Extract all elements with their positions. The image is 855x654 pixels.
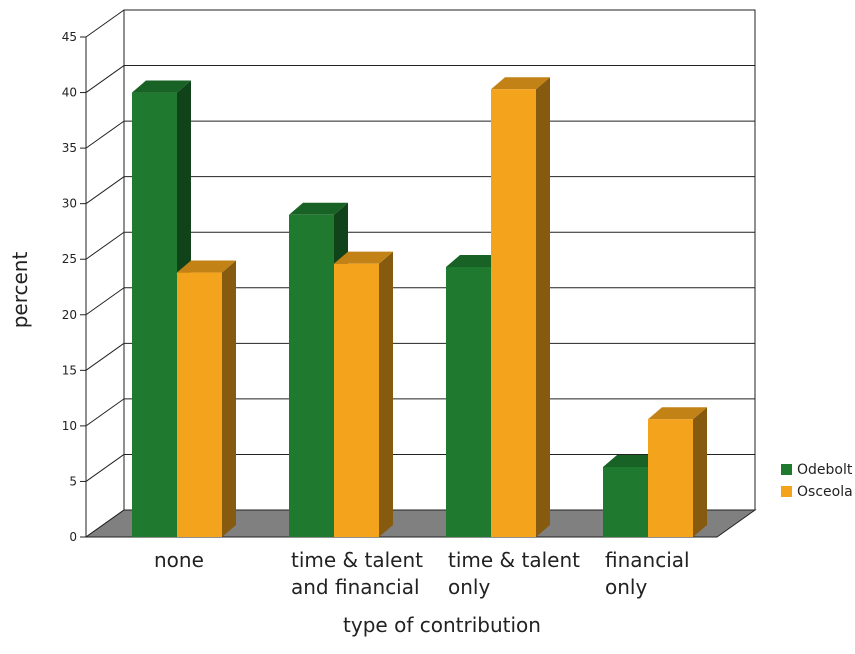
bar-top [289, 202, 348, 215]
bar-top [177, 260, 236, 273]
x-category-label: financial [605, 548, 690, 572]
y-tick-labels: 0 5 10 15 20 25 30 35 40 45 [62, 30, 77, 544]
bar-side [379, 251, 393, 537]
bar-top [648, 407, 707, 420]
y-tick-label: 40 [62, 86, 77, 100]
bar-front [491, 89, 536, 537]
gridline-depth [85, 342, 125, 371]
bar-osceola [648, 407, 707, 537]
gridline-depth [85, 287, 125, 316]
bar-front [289, 214, 334, 537]
bar-osceola [177, 260, 236, 537]
bar-front [446, 267, 491, 537]
y-tick-label: 15 [62, 363, 77, 377]
x-category-label: only [605, 575, 647, 599]
gridline-depth [85, 65, 125, 93]
gridline-depth [85, 120, 125, 149]
bar-front [177, 272, 222, 537]
bar-top [334, 251, 393, 264]
y-axis-title: percent [8, 252, 32, 329]
bar-front [603, 467, 648, 537]
legend-swatch [781, 464, 792, 475]
x-category-label: and financial [291, 575, 420, 599]
x-category-label: none [154, 548, 204, 572]
x-category-labels: none time & talent and financial time & tal… [154, 548, 690, 599]
legend-label: Odebolt [797, 462, 853, 478]
gridline-depth [85, 176, 125, 205]
bar-top [603, 455, 662, 467]
bar-top [491, 77, 550, 90]
y-tick-label: 45 [62, 30, 77, 44]
gridline-depth [85, 9, 125, 38]
gridline-depth [85, 231, 125, 260]
bar-osceola [491, 77, 550, 537]
gridline-depth [85, 454, 125, 482]
bar-osceola [334, 251, 393, 537]
bar-front [648, 419, 693, 537]
bars-group [132, 77, 707, 538]
y-tick-label: 0 [69, 530, 77, 544]
y-tick-label: 10 [62, 419, 77, 433]
legend: Odebolt Osceola [781, 462, 853, 500]
y-tick-label: 20 [62, 308, 77, 322]
bar-side [222, 260, 236, 537]
bar-top [132, 80, 191, 93]
bar-front [334, 263, 379, 537]
y-tick-label: 25 [62, 252, 77, 266]
gridline-depth [85, 398, 125, 427]
x-category-label: only [448, 575, 490, 599]
x-category-label: time & talent [291, 548, 423, 572]
y-tick-label: 35 [62, 141, 77, 155]
legend-label: Osceola [797, 484, 853, 500]
bar-top [446, 255, 505, 267]
bar-side [693, 407, 707, 537]
bar-front [132, 92, 177, 538]
bar-side [536, 77, 550, 537]
x-category-label: time & talent [448, 548, 580, 572]
y-tick-label: 30 [62, 197, 77, 211]
x-axis-title: type of contribution [343, 613, 541, 637]
y-axis [80, 36, 87, 538]
y-tick-label: 5 [69, 474, 77, 488]
legend-swatch [781, 486, 792, 497]
